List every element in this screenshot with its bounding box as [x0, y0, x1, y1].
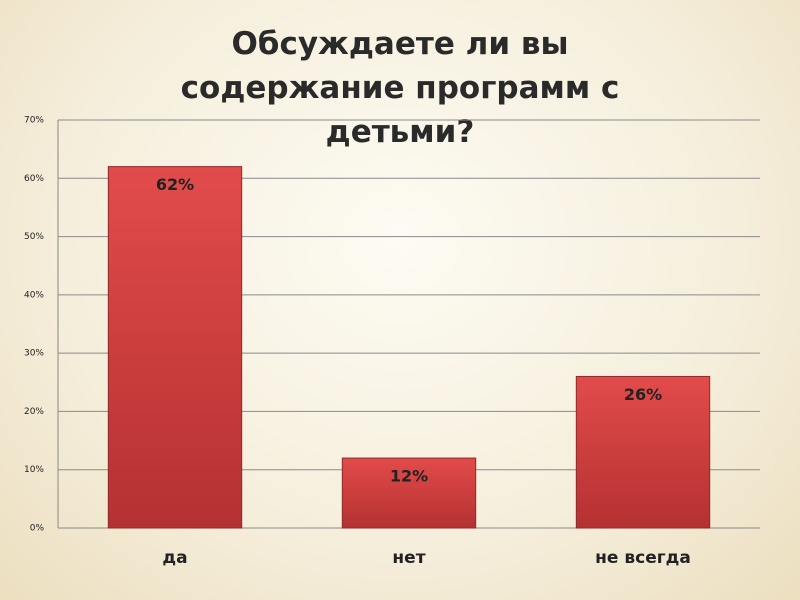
y-tick-label: 50% — [24, 232, 44, 242]
y-tick-label: 70% — [24, 116, 44, 126]
bar — [107, 166, 243, 529]
value-label: 62% — [156, 175, 194, 194]
x-tick-label: да — [162, 548, 187, 568]
chart-title: Обсуждаете ли вы содержание программ с д… — [180, 26, 620, 150]
bar — [575, 375, 711, 529]
y-tick-label: 60% — [24, 174, 44, 184]
x-tick-label: нет — [392, 548, 425, 568]
value-label: 26% — [624, 385, 662, 404]
y-tick-label: 10% — [24, 465, 44, 475]
y-tick-label: 30% — [24, 349, 44, 359]
y-tick-label: 40% — [24, 290, 44, 300]
bar — [341, 457, 477, 529]
y-tick-label: 20% — [24, 407, 44, 417]
y-tick-label: 0% — [30, 524, 45, 534]
value-label: 12% — [390, 467, 428, 486]
x-tick-label: не всегда — [595, 548, 691, 568]
